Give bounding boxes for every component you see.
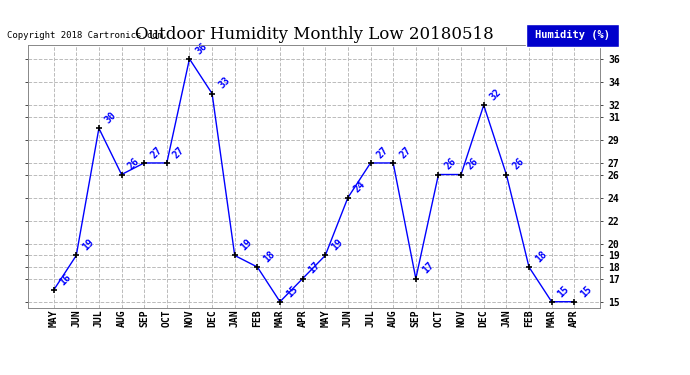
Text: 17: 17 — [420, 260, 435, 276]
Text: 26: 26 — [442, 156, 458, 172]
Text: 30: 30 — [103, 110, 119, 126]
Text: 15: 15 — [556, 284, 571, 299]
Text: 26: 26 — [465, 156, 481, 172]
Text: 27: 27 — [375, 145, 390, 160]
Text: 36: 36 — [194, 41, 209, 56]
Text: 19: 19 — [81, 237, 96, 253]
Text: 26: 26 — [126, 156, 141, 172]
Text: 19: 19 — [239, 237, 255, 253]
Text: 15: 15 — [284, 284, 299, 299]
Text: 15: 15 — [578, 284, 594, 299]
Text: 27: 27 — [148, 145, 164, 160]
Text: 24: 24 — [352, 180, 368, 195]
Text: 17: 17 — [307, 260, 322, 276]
Text: 16: 16 — [58, 272, 73, 287]
Title: Outdoor Humidity Monthly Low 20180518: Outdoor Humidity Monthly Low 20180518 — [135, 27, 493, 44]
Text: 19: 19 — [329, 237, 345, 253]
Text: 32: 32 — [488, 87, 503, 102]
Text: 27: 27 — [171, 145, 186, 160]
Text: 18: 18 — [533, 249, 549, 264]
Text: Humidity (%): Humidity (%) — [535, 30, 610, 40]
Text: 27: 27 — [397, 145, 413, 160]
Text: 26: 26 — [511, 156, 526, 172]
Text: Copyright 2018 Cartronics.com: Copyright 2018 Cartronics.com — [7, 30, 163, 39]
Text: 33: 33 — [216, 75, 232, 91]
Text: 18: 18 — [262, 249, 277, 264]
